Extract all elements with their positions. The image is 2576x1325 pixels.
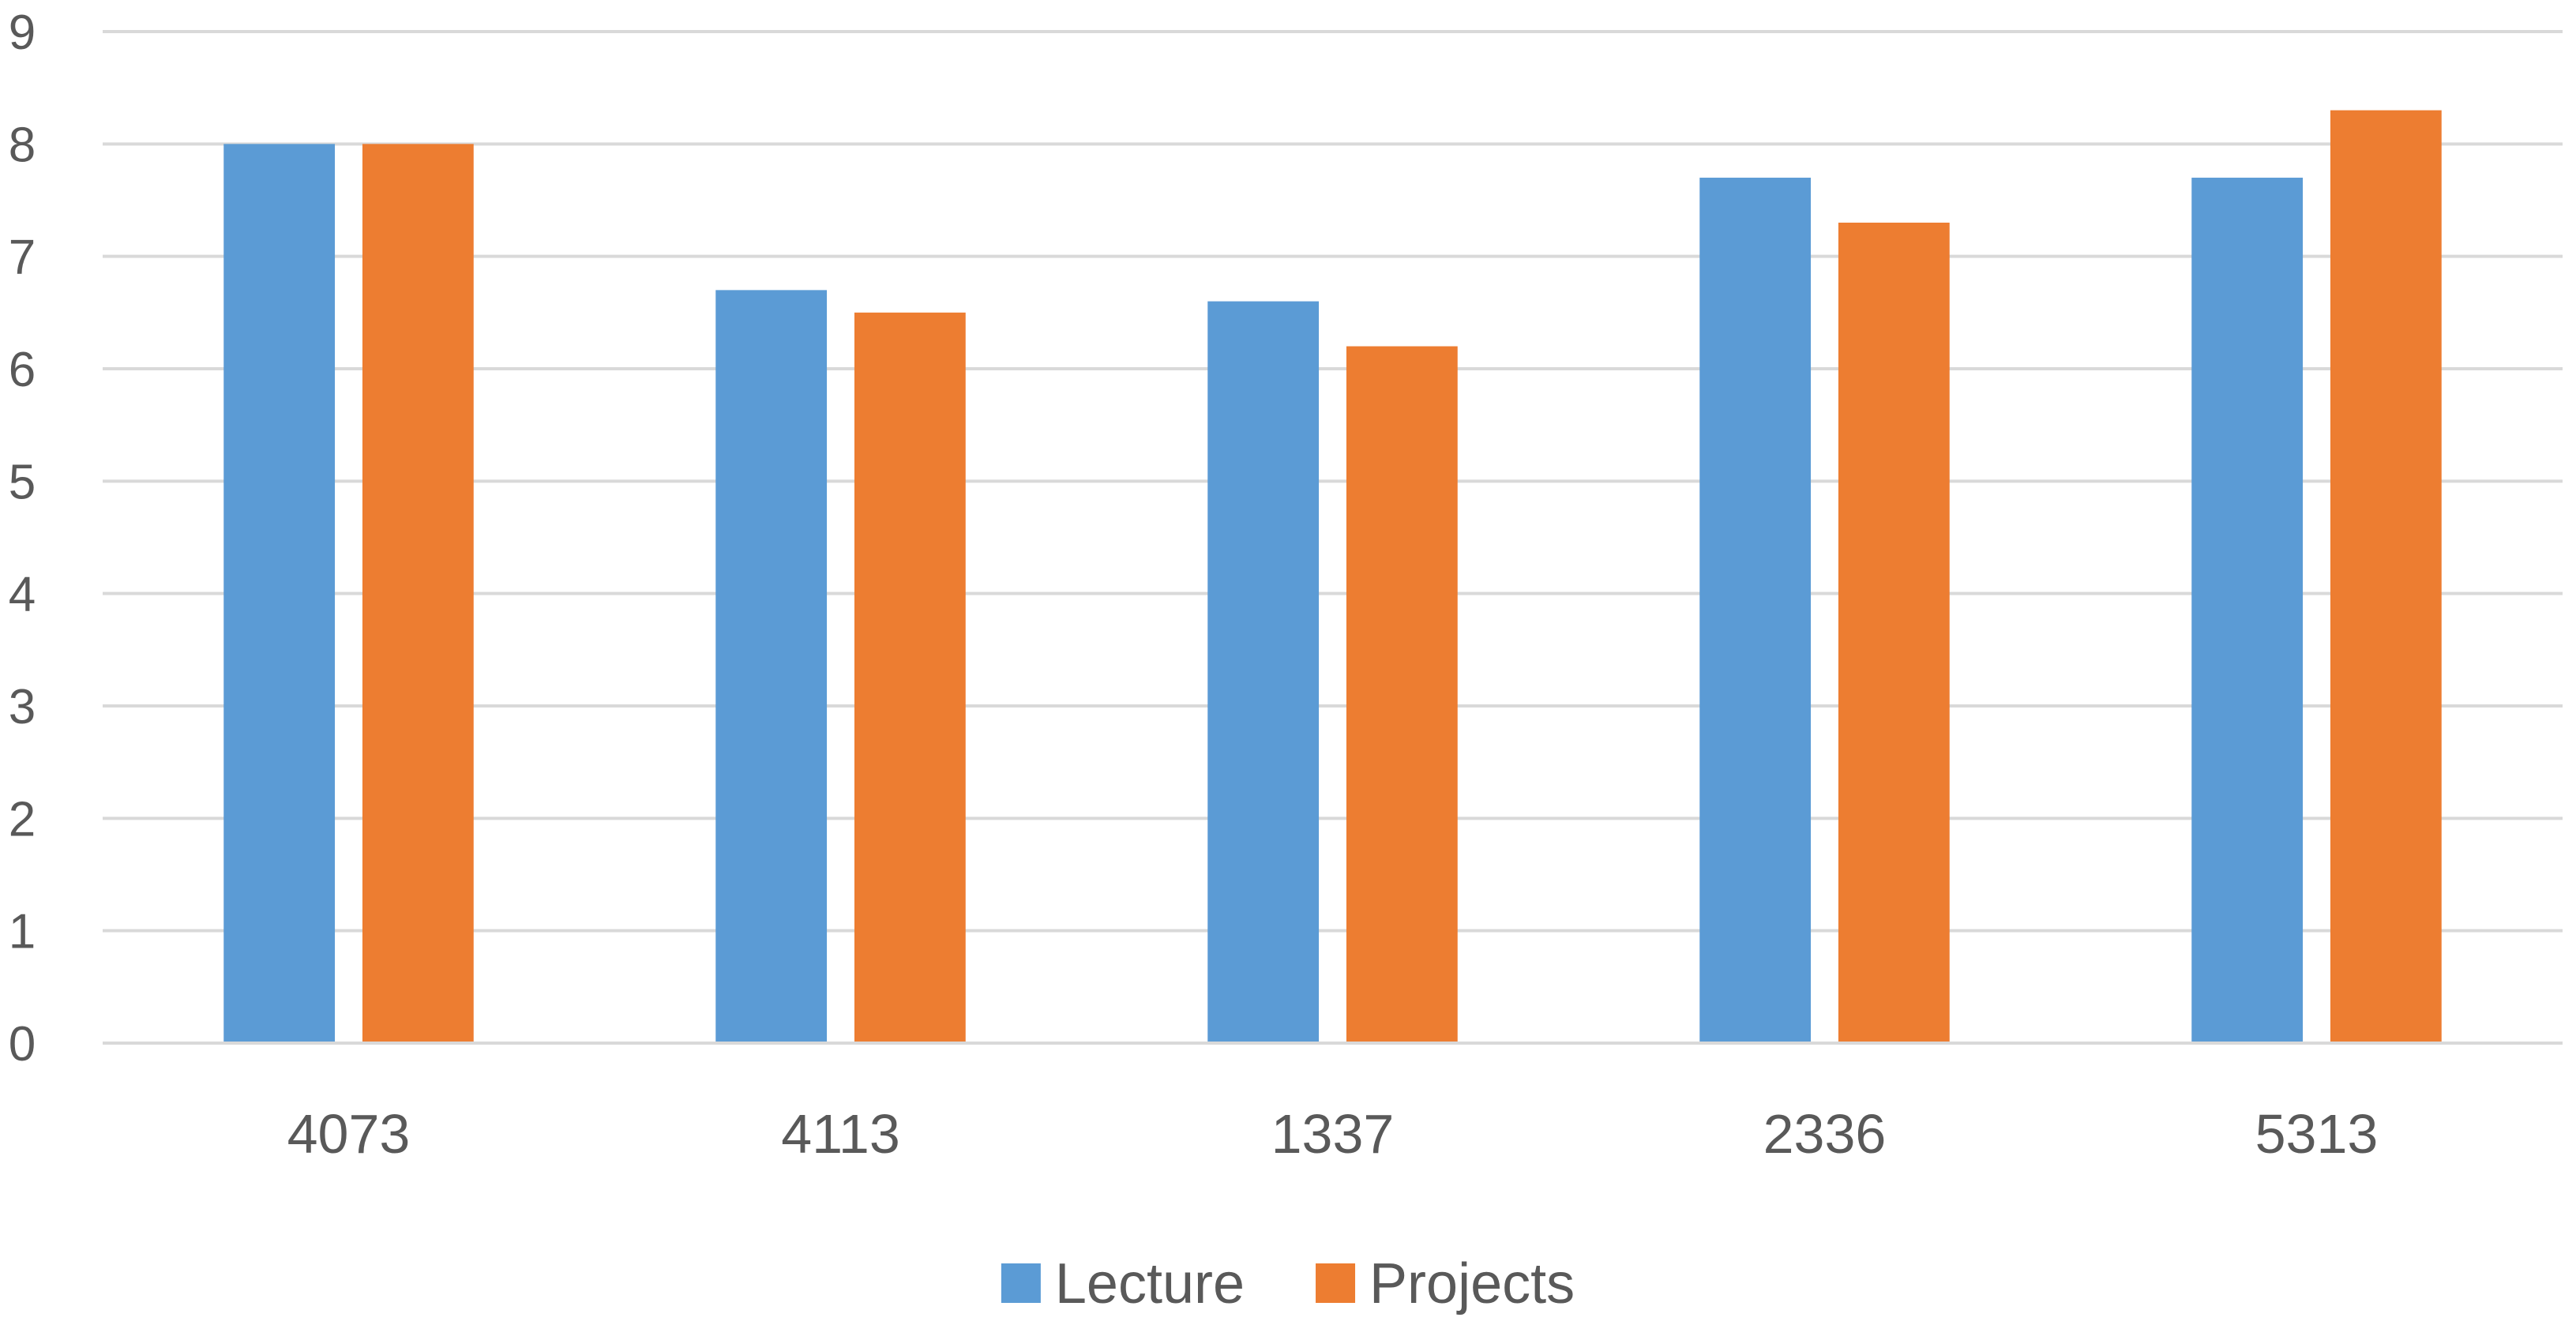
y-tick-label: 6 [9, 343, 36, 397]
legend-swatch-projects [1316, 1263, 1356, 1303]
bar-lecture-5313 [2191, 178, 2304, 1044]
y-tick-label: 2 [9, 792, 36, 846]
x-category-label: 1337 [1271, 1103, 1395, 1165]
bar-projects-2336 [1838, 222, 1950, 1043]
x-category-label: 5313 [2255, 1103, 2379, 1165]
legend-swatch-lecture [1001, 1263, 1041, 1303]
y-tick-label: 5 [9, 455, 36, 509]
bar-lecture-2336 [1699, 178, 1812, 1044]
x-category-label: 4073 [287, 1103, 411, 1165]
x-category-label: 4113 [781, 1103, 900, 1165]
y-tick-label: 9 [9, 6, 36, 60]
bars [223, 110, 2442, 1044]
legend: Lecture Projects [1001, 1252, 1575, 1316]
y-tick-label: 7 [9, 231, 36, 285]
y-tick-label: 0 [9, 1017, 36, 1072]
bar-projects-4073 [362, 144, 474, 1043]
legend-label-projects: Projects [1369, 1252, 1575, 1316]
bar-projects-1337 [1346, 346, 1458, 1043]
y-axis-tick-labels: 0 1 2 3 4 5 6 7 8 9 [9, 6, 36, 1072]
bar-projects-5313 [2330, 110, 2442, 1044]
x-category-label: 2336 [1763, 1103, 1887, 1165]
y-tick-label: 8 [9, 118, 36, 172]
y-tick-label: 4 [9, 568, 36, 622]
bar-lecture-1337 [1207, 301, 1320, 1044]
y-tick-label: 3 [9, 680, 36, 734]
bar-projects-4113 [854, 312, 966, 1043]
gridlines [103, 30, 2563, 933]
bar-lecture-4073 [223, 144, 336, 1043]
y-tick-label: 1 [9, 905, 36, 959]
x-axis-category-labels: 4073 4113 1337 2336 5313 [287, 1103, 2379, 1165]
legend-label-lecture: Lecture [1055, 1252, 1245, 1316]
bar-lecture-4113 [715, 290, 828, 1043]
